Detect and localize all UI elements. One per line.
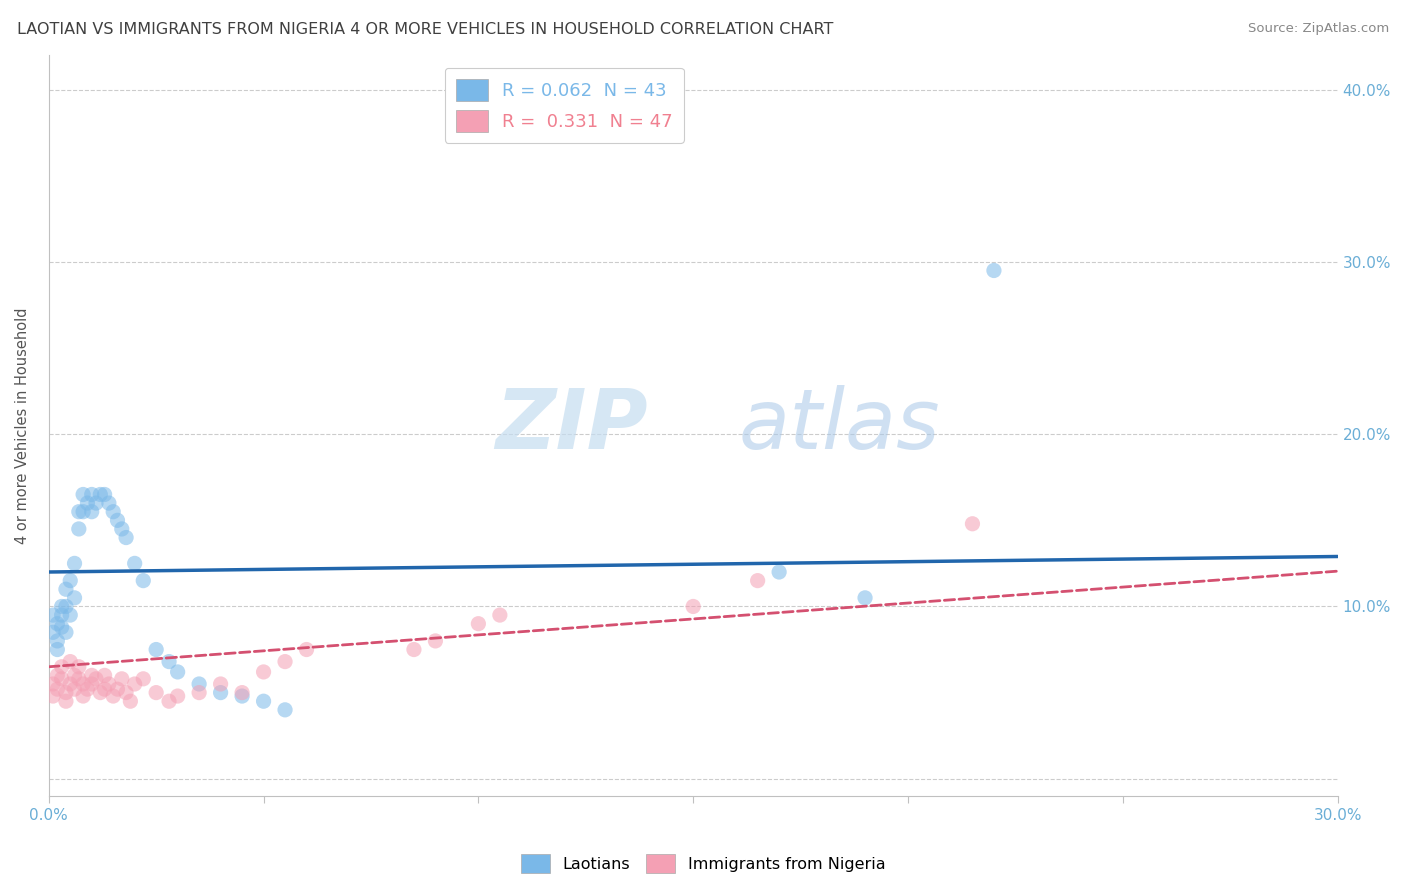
Point — [72, 487, 94, 501]
Point — [145, 685, 167, 699]
Text: atlas: atlas — [738, 385, 941, 466]
Point — [274, 655, 297, 669]
Point — [59, 574, 82, 588]
Point — [55, 625, 77, 640]
Point — [489, 608, 512, 623]
Point — [42, 677, 65, 691]
Point — [59, 677, 82, 691]
Point — [768, 565, 790, 579]
Point — [295, 642, 318, 657]
Point — [747, 574, 769, 588]
Point — [145, 642, 167, 657]
Text: ZIP: ZIP — [495, 385, 648, 466]
Point — [103, 689, 125, 703]
Point — [89, 685, 111, 699]
Point — [853, 591, 876, 605]
Point — [55, 685, 77, 699]
Point — [124, 677, 146, 691]
Point — [188, 677, 211, 691]
Point — [115, 531, 138, 545]
Point — [103, 505, 125, 519]
Point — [67, 672, 90, 686]
Point — [46, 616, 69, 631]
Point — [157, 655, 180, 669]
Point — [51, 620, 73, 634]
Point — [93, 682, 115, 697]
Point — [983, 263, 1005, 277]
Point — [42, 625, 65, 640]
Point — [55, 694, 77, 708]
Point — [166, 665, 188, 679]
Point — [42, 689, 65, 703]
Point — [188, 685, 211, 699]
Point — [115, 685, 138, 699]
Text: LAOTIAN VS IMMIGRANTS FROM NIGERIA 4 OR MORE VEHICLES IN HOUSEHOLD CORRELATION C: LAOTIAN VS IMMIGRANTS FROM NIGERIA 4 OR … — [17, 22, 834, 37]
Point — [72, 677, 94, 691]
Point — [84, 672, 107, 686]
Point — [166, 689, 188, 703]
Point — [209, 685, 232, 699]
Point — [252, 694, 274, 708]
Point — [63, 668, 86, 682]
Point — [76, 496, 98, 510]
Point — [132, 672, 155, 686]
Point — [80, 505, 103, 519]
Point — [46, 682, 69, 697]
Point — [80, 677, 103, 691]
Y-axis label: 4 or more Vehicles in Household: 4 or more Vehicles in Household — [15, 308, 30, 544]
Point — [59, 608, 82, 623]
Point — [425, 634, 447, 648]
Point — [120, 694, 142, 708]
Point — [124, 557, 146, 571]
Point — [231, 685, 253, 699]
Point — [252, 665, 274, 679]
Point — [55, 599, 77, 614]
Point — [67, 505, 90, 519]
Point — [51, 608, 73, 623]
Point — [97, 496, 120, 510]
Point — [231, 689, 253, 703]
Point — [402, 642, 425, 657]
Point — [51, 659, 73, 673]
Point — [46, 642, 69, 657]
Point — [46, 668, 69, 682]
Point — [42, 608, 65, 623]
Point — [467, 616, 489, 631]
Point — [89, 487, 111, 501]
Point — [72, 505, 94, 519]
Point — [132, 574, 155, 588]
Point — [274, 703, 297, 717]
Point — [80, 487, 103, 501]
Point — [157, 694, 180, 708]
Point — [107, 682, 129, 697]
Point — [80, 668, 103, 682]
Point — [59, 655, 82, 669]
Point — [93, 668, 115, 682]
Point — [67, 522, 90, 536]
Point — [76, 682, 98, 697]
Point — [51, 599, 73, 614]
Point — [209, 677, 232, 691]
Point — [67, 659, 90, 673]
Point — [84, 496, 107, 510]
Point — [93, 487, 115, 501]
Point — [107, 513, 129, 527]
Point — [72, 689, 94, 703]
Point — [63, 591, 86, 605]
Legend: Laotians, Immigrants from Nigeria: Laotians, Immigrants from Nigeria — [515, 847, 891, 880]
Point — [682, 599, 704, 614]
Point — [97, 677, 120, 691]
Point — [962, 516, 984, 531]
Point — [63, 557, 86, 571]
Legend: R = 0.062  N = 43, R =  0.331  N = 47: R = 0.062 N = 43, R = 0.331 N = 47 — [444, 68, 683, 143]
Text: Source: ZipAtlas.com: Source: ZipAtlas.com — [1249, 22, 1389, 36]
Point — [63, 682, 86, 697]
Point — [51, 672, 73, 686]
Point — [55, 582, 77, 597]
Point — [111, 672, 134, 686]
Point — [46, 634, 69, 648]
Point — [111, 522, 134, 536]
